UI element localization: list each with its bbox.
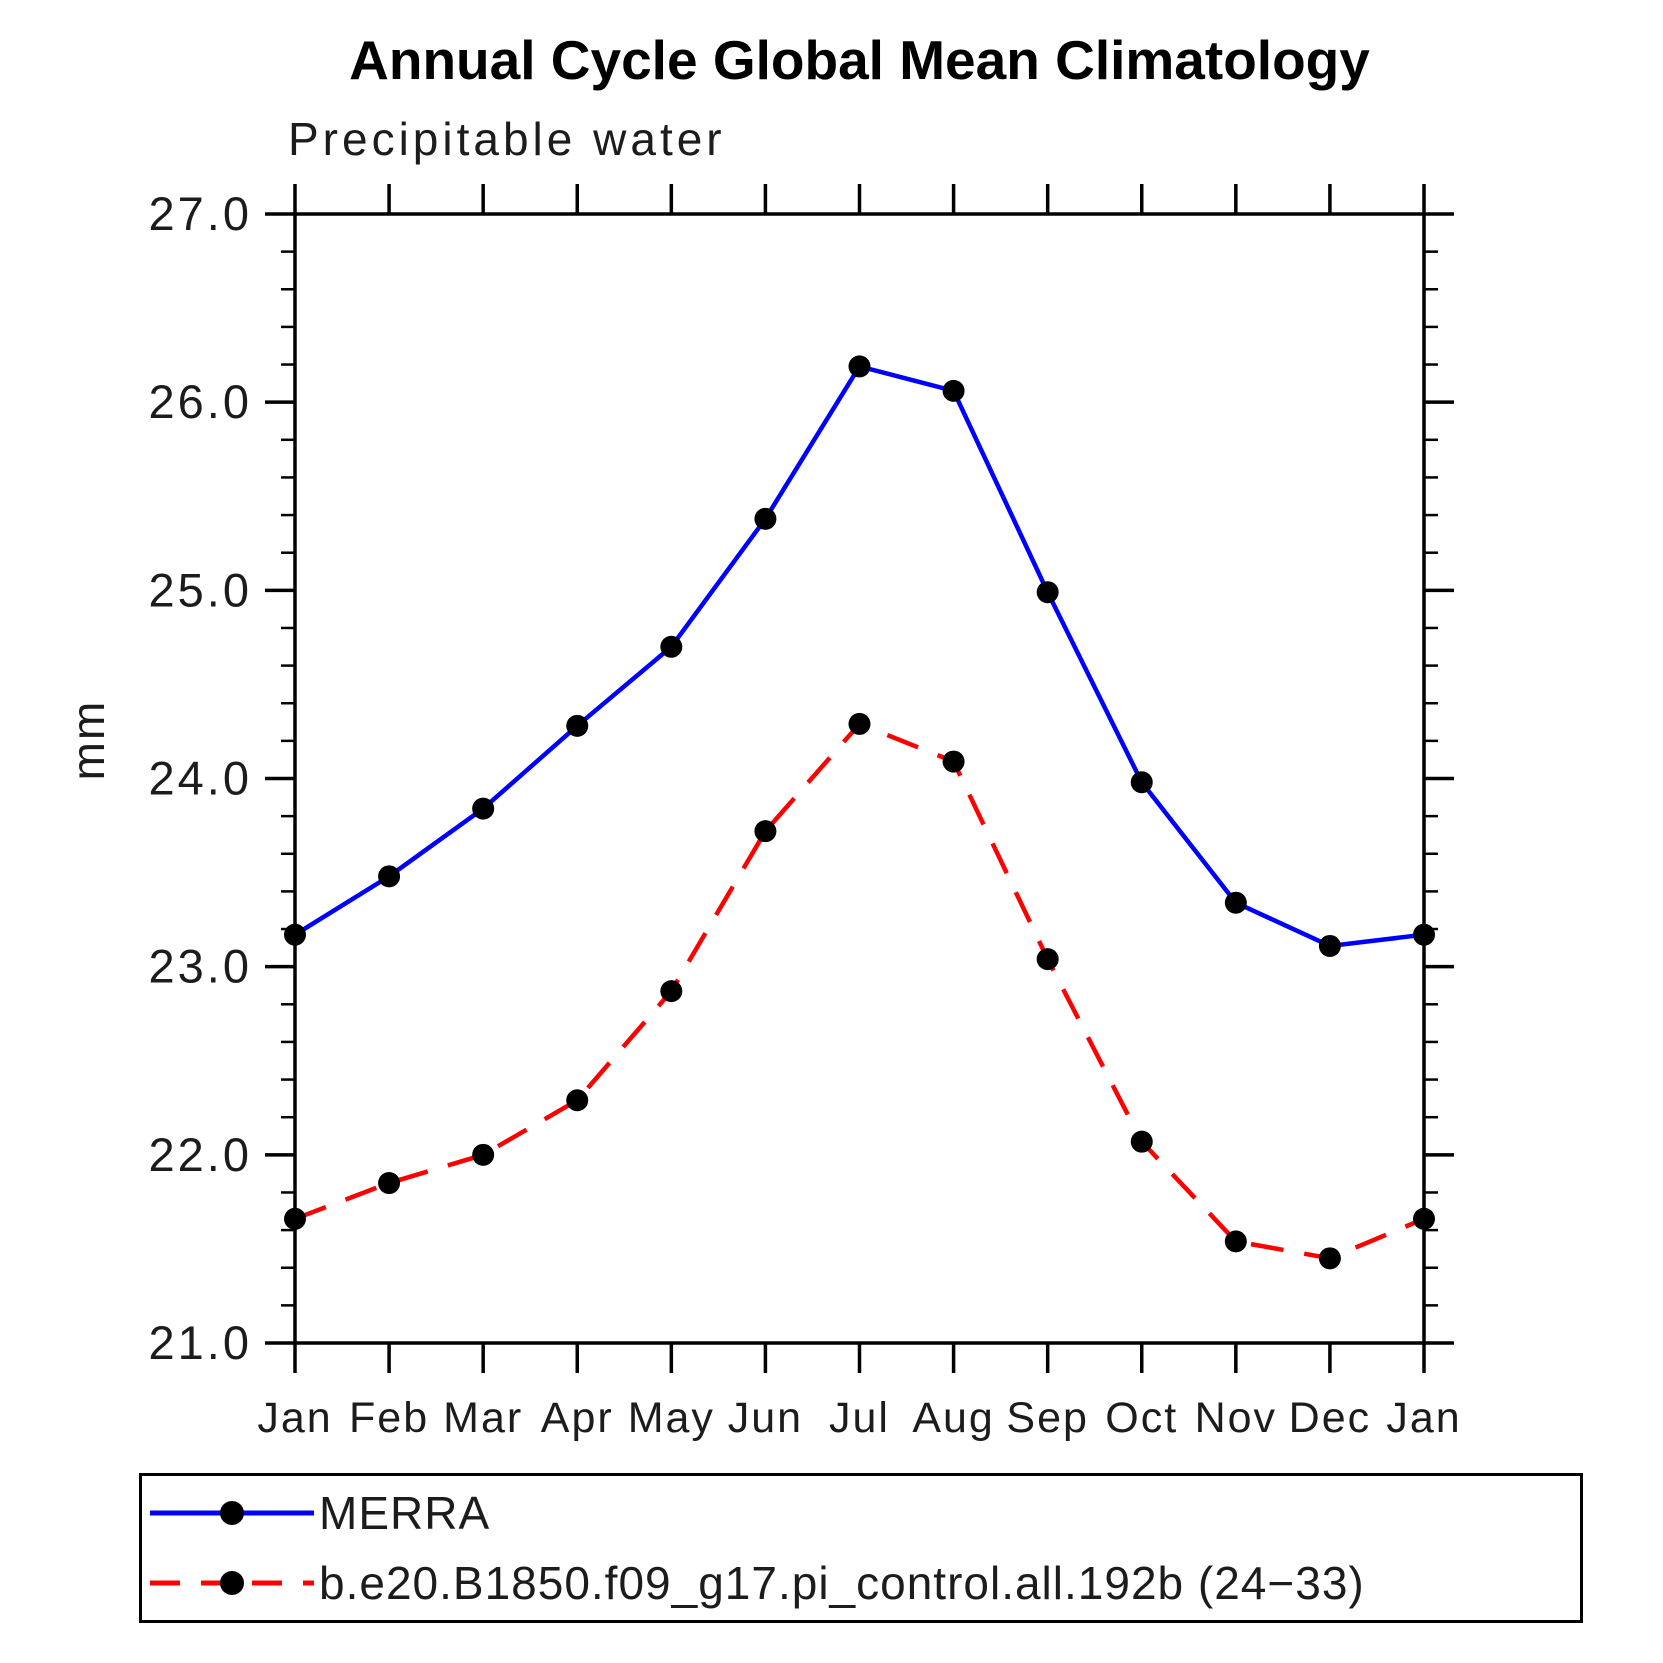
x-tick-label: Jan bbox=[1386, 1394, 1461, 1442]
legend-label-merra: MERRA bbox=[319, 1487, 491, 1539]
y-tick-label: 22.0 bbox=[149, 1128, 252, 1181]
data-point-marker bbox=[942, 750, 965, 773]
data-point-marker bbox=[1318, 1247, 1341, 1270]
x-tick-label: Dec bbox=[1289, 1394, 1371, 1442]
data-point-marker bbox=[472, 1143, 495, 1166]
legend-marker-dot-icon bbox=[220, 1501, 244, 1525]
y-tick-label: 21.0 bbox=[149, 1316, 252, 1369]
x-tick-label: Jul bbox=[829, 1394, 890, 1442]
x-tick-label: Jan bbox=[257, 1394, 332, 1442]
legend-item-model: b.e20.B1850.f09_g17.pi_control.all.192b … bbox=[146, 1552, 1580, 1614]
merra-line bbox=[293, 363, 1425, 949]
x-tick-label: Sep bbox=[1006, 1394, 1089, 1442]
model-line bbox=[294, 721, 1425, 1261]
data-point-marker bbox=[1224, 891, 1247, 914]
legend-marker-dot-icon bbox=[220, 1571, 244, 1595]
data-point-marker bbox=[1318, 934, 1341, 957]
data-point-marker bbox=[378, 1172, 401, 1195]
legend-item-merra: MERRA bbox=[146, 1482, 1580, 1544]
x-tick-label: Feb bbox=[349, 1394, 429, 1442]
data-point-marker bbox=[660, 635, 683, 658]
x-tick-label: Mar bbox=[443, 1394, 523, 1442]
legend-label-model: b.e20.B1850.f09_g17.pi_control.all.192b … bbox=[319, 1557, 1365, 1609]
data-point-marker bbox=[472, 797, 495, 820]
data-point-marker bbox=[942, 379, 965, 402]
x-tick-label: Jun bbox=[728, 1394, 803, 1442]
legend-line-sample-dashed bbox=[150, 1571, 314, 1595]
y-tick-label: 25.0 bbox=[149, 563, 252, 616]
data-point-marker bbox=[1413, 923, 1435, 946]
data-point-marker bbox=[1130, 1130, 1153, 1153]
data-point-marker bbox=[848, 712, 871, 735]
data-point-marker bbox=[284, 1207, 306, 1230]
x-tick-label: Aug bbox=[912, 1394, 995, 1442]
data-point-marker bbox=[378, 865, 401, 888]
data-point-marker bbox=[754, 820, 777, 843]
x-tick-label: May bbox=[628, 1394, 715, 1442]
data-point-marker bbox=[1130, 771, 1153, 794]
y-tick-label: 23.0 bbox=[149, 940, 252, 993]
data-point-marker bbox=[1413, 1207, 1435, 1230]
data-point-marker bbox=[1036, 581, 1059, 604]
data-point-marker bbox=[848, 355, 871, 378]
plot-frame bbox=[293, 212, 1426, 1345]
data-point-marker bbox=[284, 923, 306, 946]
data-point-marker bbox=[566, 714, 589, 737]
y-tick-label: 26.0 bbox=[149, 375, 252, 428]
x-tick-label: Oct bbox=[1105, 1394, 1178, 1442]
chart-subtitle: Precipitable water bbox=[288, 113, 726, 165]
x-tick-label: Nov bbox=[1195, 1394, 1277, 1442]
y-tick-label: 27.0 bbox=[149, 187, 252, 240]
x-tick-label: Apr bbox=[541, 1394, 614, 1442]
data-point-marker bbox=[660, 980, 683, 1003]
data-point-marker bbox=[1224, 1230, 1247, 1253]
data-point-marker bbox=[754, 507, 777, 530]
legend-box: MERRA b.e20.B1850.f09_g17.pi_control.all… bbox=[139, 1473, 1583, 1623]
legend-line-sample-solid bbox=[150, 1501, 314, 1525]
data-point-marker bbox=[566, 1089, 589, 1112]
y-tick-label: 24.0 bbox=[149, 752, 252, 805]
chart-title: Annual Cycle Global Mean Climatology bbox=[349, 29, 1370, 91]
data-point-marker bbox=[1036, 948, 1059, 971]
